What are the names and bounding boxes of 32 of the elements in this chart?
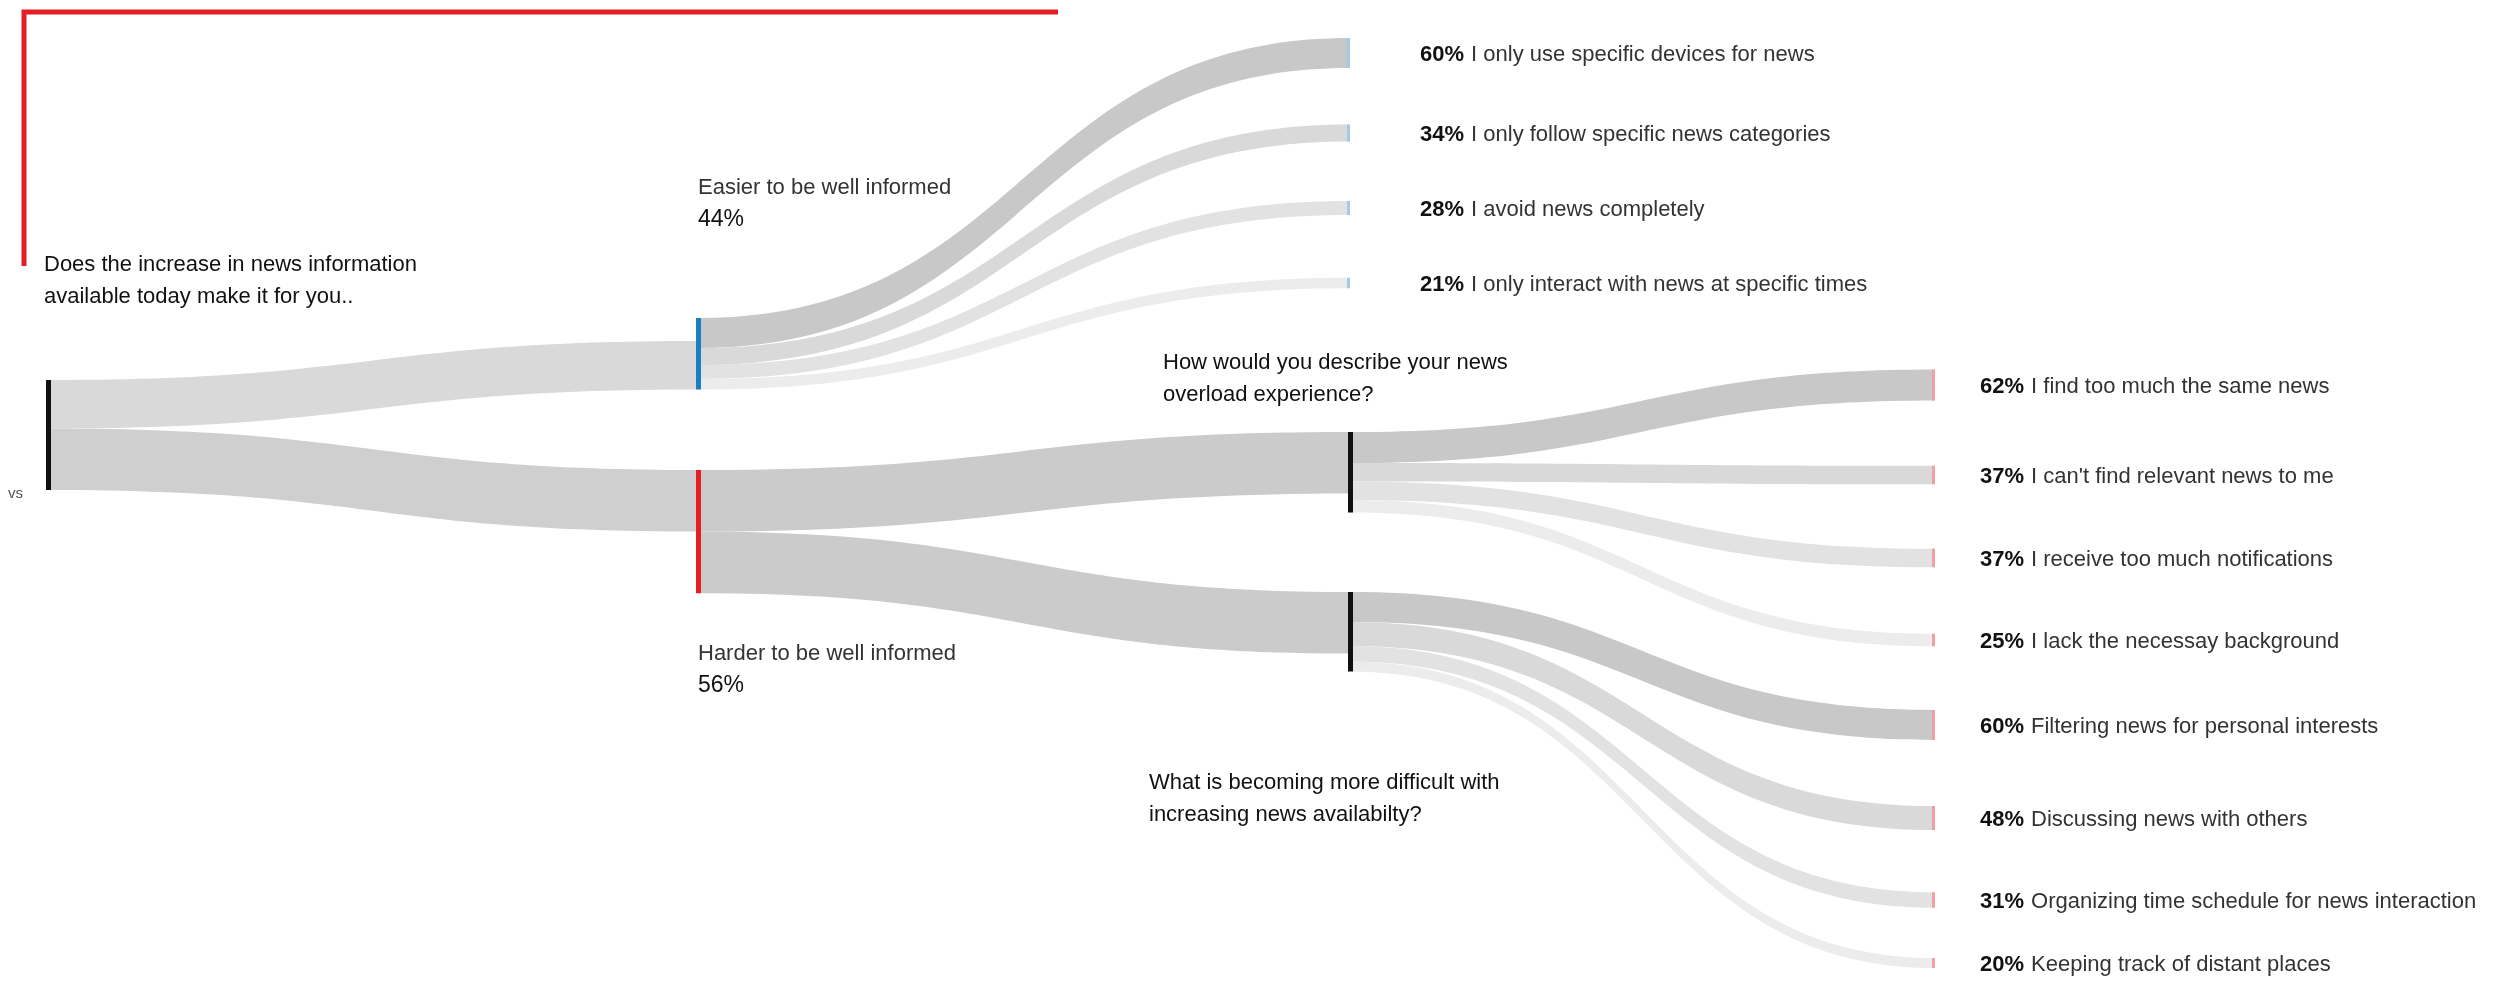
category-label: I only interact with news at specific times <box>1471 271 1868 296</box>
text: vs <box>8 484 23 501</box>
category-label: I find too much the same news <box>2031 373 2330 398</box>
category-label: I avoid news completely <box>1471 196 1705 221</box>
category-label: I lack the necessay background <box>2031 628 2340 653</box>
category-label: Organizing time schedule for news interaction <box>2031 888 2477 913</box>
category-label: Discussing news with others <box>2031 806 2308 831</box>
data-label: 62% <box>1980 373 2025 398</box>
category-label: I only use specific devices for news <box>1471 41 1815 66</box>
category-label: I can't find relevant news to me <box>2031 463 2334 488</box>
data-label: 56% <box>698 671 745 697</box>
category-label: Keeping track of distant places <box>2031 951 2331 976</box>
data-label: 37% <box>1980 463 2025 488</box>
text: Does the increase in news information available today make it for you.. <box>44 250 418 310</box>
data-label: 60% <box>1420 41 1465 66</box>
category-label: I only follow specific news categories <box>1471 121 1831 146</box>
data-label: 34% <box>1420 121 1465 146</box>
category-label: I receive too much notifications <box>2031 546 2334 571</box>
data-label: 21% <box>1420 271 1465 296</box>
category-label: Harder to be well informed <box>698 640 957 665</box>
data-label: 31% <box>1980 888 2025 913</box>
category-label: Easier to be well informed <box>698 174 952 199</box>
data-label: 44% <box>698 205 745 231</box>
text: What is becoming more difficult with increasing news availabilty? <box>1149 768 1501 828</box>
text: How would you describe your news overload experience? <box>1163 348 1509 408</box>
data-label: 28% <box>1420 196 1465 221</box>
data-label: 48% <box>1980 806 2025 831</box>
data-label: 20% <box>1980 951 2025 976</box>
category-label: Filtering news for personal interests <box>2031 713 2379 738</box>
data-label: 25% <box>1980 628 2025 653</box>
data-label: 37% <box>1980 546 2025 571</box>
data-label: 60% <box>1980 713 2025 738</box>
